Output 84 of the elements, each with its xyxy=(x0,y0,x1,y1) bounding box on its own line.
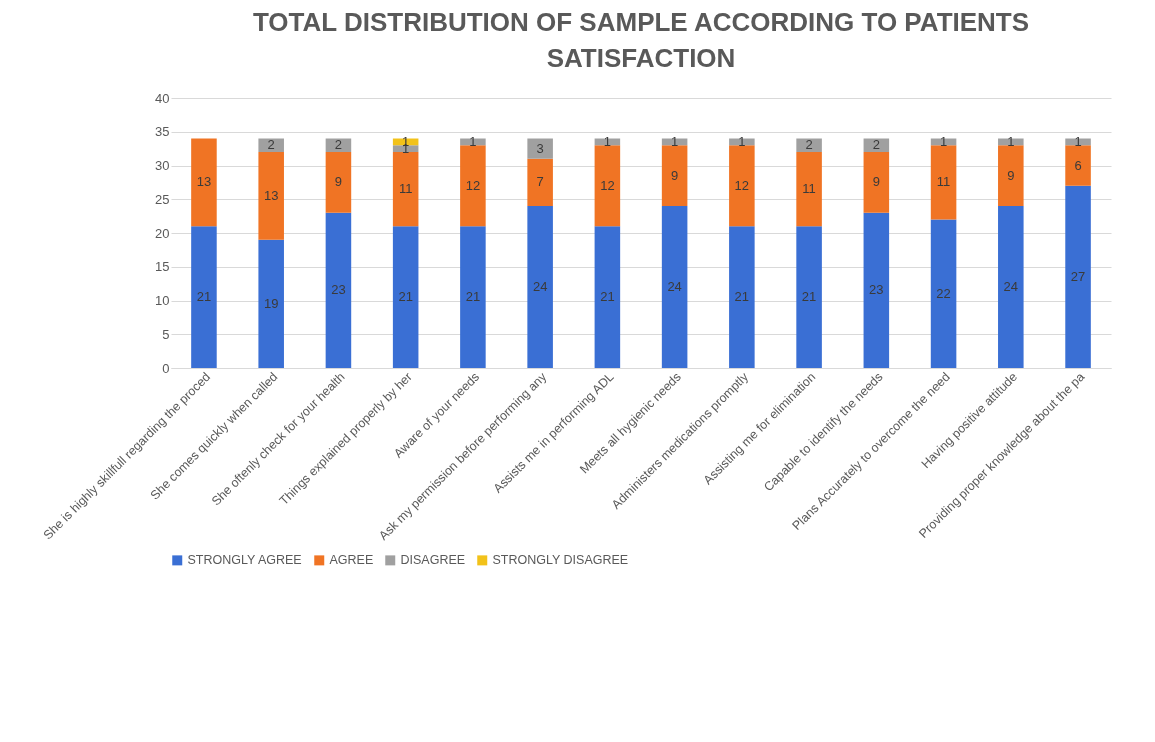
y-tick-label: 35 xyxy=(155,124,170,140)
data-label: 1 xyxy=(603,133,611,149)
data-label: 12 xyxy=(734,177,750,193)
data-label: 13 xyxy=(196,174,212,190)
bar xyxy=(392,226,419,368)
data-label: 24 xyxy=(532,279,548,294)
data-label: 12 xyxy=(465,177,481,193)
bar xyxy=(998,145,1024,206)
data-label: 1 xyxy=(738,133,746,149)
bar xyxy=(527,206,553,368)
data-label: 1 xyxy=(469,133,477,149)
data-label: 2 xyxy=(334,137,343,153)
data-label: 1 xyxy=(939,133,948,149)
data-label: 23 xyxy=(869,282,884,298)
data-label: 21 xyxy=(465,289,481,305)
data-label: 11 xyxy=(802,181,816,197)
bar xyxy=(1065,185,1091,368)
data-label: 23 xyxy=(331,282,346,298)
bar xyxy=(796,226,822,368)
data-label: 27 xyxy=(1070,268,1086,284)
bar xyxy=(392,145,419,152)
bar xyxy=(661,145,688,206)
bar xyxy=(258,239,284,368)
bar xyxy=(325,152,352,213)
data-label: 21 xyxy=(196,289,212,305)
data-label: 24 xyxy=(667,279,682,294)
data-label: 2 xyxy=(872,137,880,153)
data-label: 7 xyxy=(536,174,544,190)
bar xyxy=(392,152,419,227)
y-tick-label: 25 xyxy=(155,191,170,207)
bar xyxy=(191,226,217,368)
bar xyxy=(460,145,486,227)
chart-title: TOTAL DISTRIBUTION OF SAMPLE ACCORDING TO PATIENTS SATISFACTION xyxy=(252,7,1030,73)
y-tick-label: 40 xyxy=(155,90,170,106)
data-label: 11 xyxy=(398,181,413,197)
legend-label: STRONGLY AGREE xyxy=(187,553,302,568)
data-label: 21 xyxy=(801,289,817,305)
data-label: 11 xyxy=(936,174,951,190)
bar xyxy=(527,158,553,206)
bar xyxy=(594,145,621,227)
data-label: 22 xyxy=(936,285,951,301)
data-label: 9 xyxy=(1007,167,1015,183)
bar xyxy=(930,219,957,368)
data-label: 1 xyxy=(671,133,679,149)
y-tick-label: 5 xyxy=(162,326,170,342)
bar xyxy=(594,226,621,368)
y-tick-label: 20 xyxy=(155,225,170,241)
data-label: 1 xyxy=(1007,133,1015,149)
bar xyxy=(729,145,755,227)
data-label: 24 xyxy=(1003,279,1019,294)
data-label: 19 xyxy=(263,295,279,311)
data-label: 1 xyxy=(1074,133,1082,149)
bar xyxy=(460,226,486,368)
bar xyxy=(863,212,890,368)
bar xyxy=(998,206,1024,368)
bar xyxy=(796,152,822,227)
y-tick-label: 0 xyxy=(162,360,170,376)
bar xyxy=(325,212,352,368)
bar xyxy=(863,152,890,213)
bar xyxy=(258,152,284,240)
data-label: 9 xyxy=(671,167,679,183)
bar xyxy=(661,206,688,368)
data-label: 21 xyxy=(734,289,750,305)
legend-label: STRONGLY DISAGREE xyxy=(492,553,629,568)
data-label: 9 xyxy=(334,174,343,190)
data-label: 21 xyxy=(600,289,615,305)
data-label: 13 xyxy=(263,187,279,203)
bar xyxy=(527,138,553,159)
y-tick-label: 15 xyxy=(155,259,170,275)
data-label: 2 xyxy=(267,137,275,153)
legend-label: DISAGREE xyxy=(400,553,466,568)
bar xyxy=(1065,145,1091,186)
data-label: 3 xyxy=(536,140,544,156)
data-label: 2 xyxy=(805,137,813,153)
data-label: 12 xyxy=(600,177,615,193)
data-label: 21 xyxy=(398,289,413,305)
y-tick-label: 30 xyxy=(155,158,170,173)
bar xyxy=(930,145,957,220)
data-label: 6 xyxy=(1074,157,1082,173)
bar xyxy=(191,138,217,227)
y-tick-label: 10 xyxy=(155,293,170,308)
legend-label: AGREE xyxy=(329,553,374,568)
data-label: 9 xyxy=(872,174,880,190)
bar xyxy=(729,226,755,368)
